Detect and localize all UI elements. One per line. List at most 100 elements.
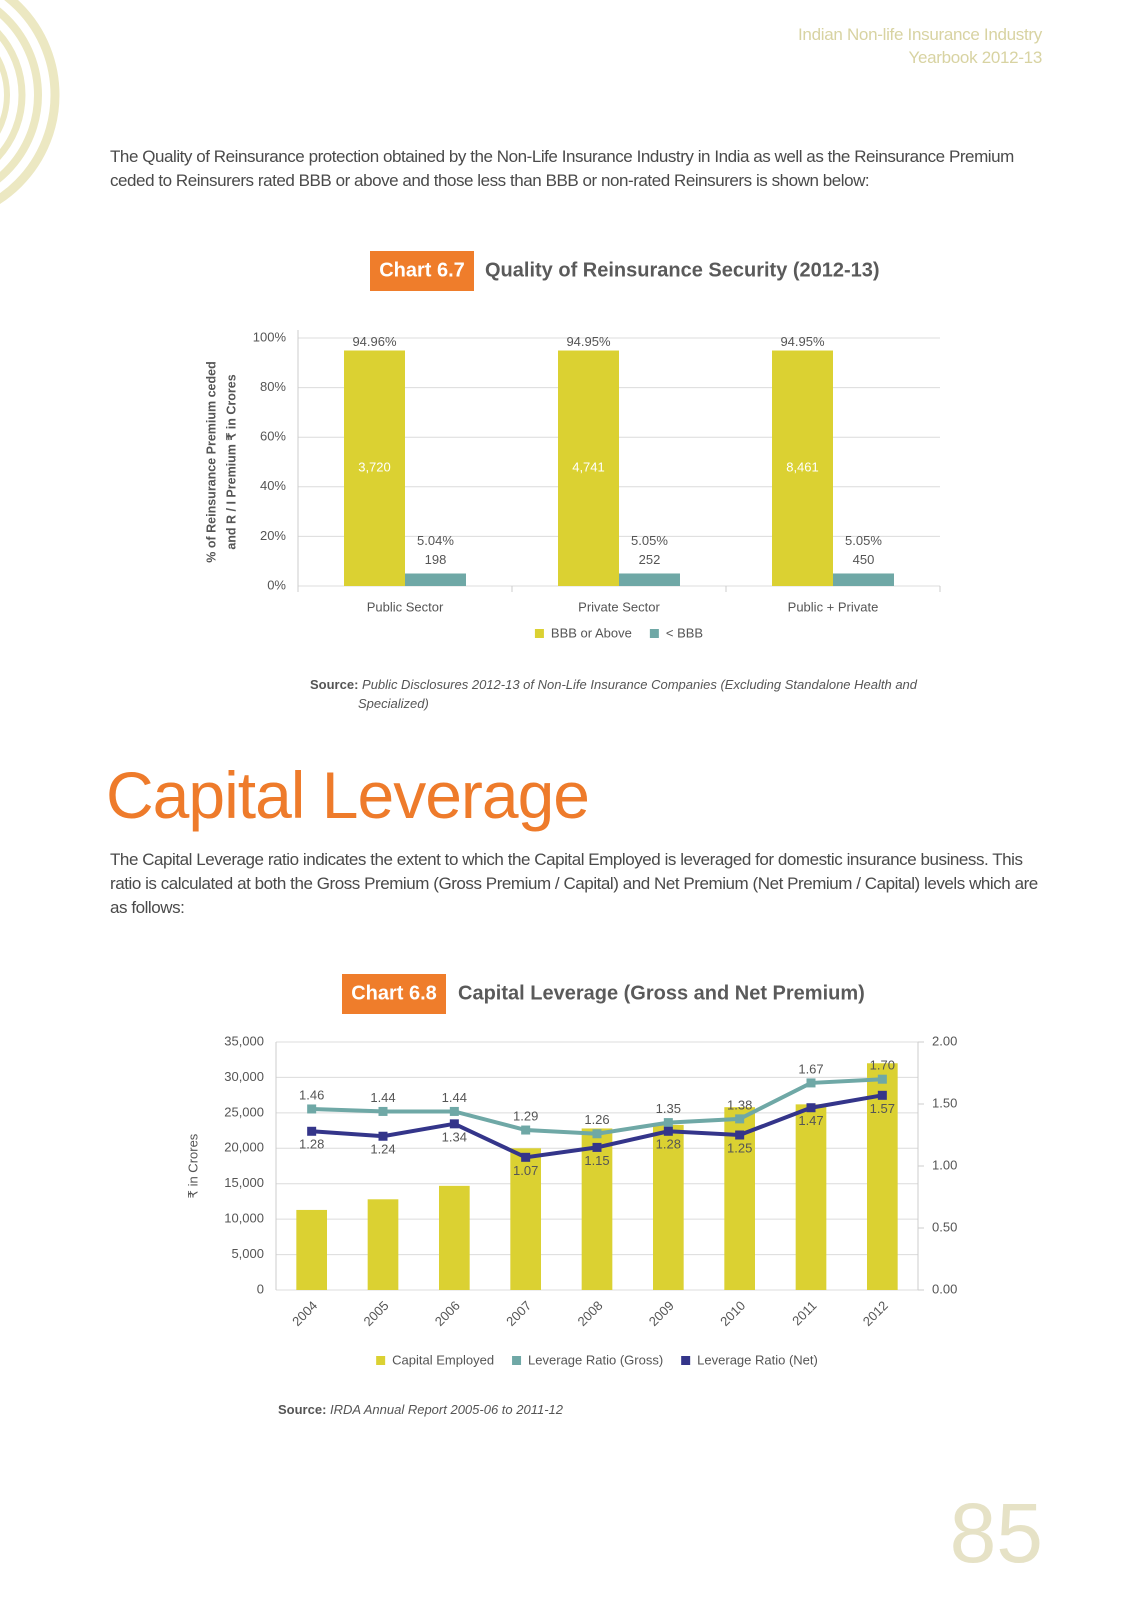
y-tick-label: 40% (260, 478, 286, 493)
marker (877, 1090, 887, 1100)
data-label: 1.70 (870, 1058, 895, 1073)
source-text: Public Disclosures 2012-13 of Non-Life I… (358, 677, 918, 711)
data-label: 94.95% (780, 334, 825, 349)
page-number: 85 (949, 1486, 1043, 1580)
data-label: 1.44 (370, 1090, 395, 1105)
marker (307, 1104, 317, 1114)
amount-label: 8,461 (786, 460, 819, 475)
data-label: 5.05% (631, 533, 668, 548)
y-tick-label: 0% (267, 577, 286, 592)
intro-paragraph: The Quality of Reinsurance protection ob… (110, 147, 1014, 190)
chart-label: Chart 6.7 (379, 259, 465, 281)
marker (663, 1118, 673, 1128)
decoration (0, 0, 60, 204)
chart-title: Quality of Reinsurance Security (2012-13… (485, 259, 880, 281)
data-label: 1.07 (513, 1163, 538, 1178)
y-tick-label: 20% (260, 528, 286, 543)
legend-label: Leverage Ratio (Net) (697, 1352, 818, 1367)
bar (581, 1128, 613, 1290)
x-tick-label: 2009 (646, 1298, 677, 1329)
x-tick-label: Private Sector (578, 599, 660, 614)
bar (510, 1148, 542, 1290)
data-label: 1.57 (870, 1101, 895, 1116)
marker (521, 1125, 531, 1135)
data-label: 1.26 (584, 1112, 609, 1127)
marker (877, 1074, 887, 1084)
x-tick-label: 2008 (574, 1298, 605, 1329)
y-tick-label: 15,000 (224, 1175, 264, 1190)
data-label: 1.28 (656, 1137, 681, 1152)
header-line: Yearbook 2012-13 (908, 48, 1042, 67)
marker (735, 1114, 745, 1124)
legend-swatch (681, 1356, 691, 1365)
bar (367, 1199, 399, 1290)
marker (806, 1078, 816, 1088)
legend-swatch (649, 629, 659, 638)
bar (772, 350, 833, 586)
section-title: Capital Leverage (106, 758, 590, 832)
legend-swatch (512, 1356, 522, 1365)
bar (296, 1209, 328, 1290)
legend-label: BBB or Above (551, 625, 632, 640)
data-label: 1.24 (370, 1142, 395, 1157)
chart: Chart 6.8 Capital Leverage (Gross and Ne… (185, 974, 957, 1367)
y-tick-label: 100% (253, 329, 287, 344)
x-tick-label: Public Sector (367, 599, 444, 614)
marker (592, 1129, 602, 1139)
data-label: 1.25 (727, 1140, 752, 1155)
chart-source: Source: IRDA Annual Report 2005-06 to 20… (278, 1400, 926, 1419)
amount-label: 3,720 (358, 460, 391, 475)
bar (652, 1124, 684, 1290)
data-label: 1.28 (299, 1137, 324, 1152)
header-line: Indian Non-life Insurance Industry (798, 25, 1042, 44)
data-label: 1.34 (442, 1129, 467, 1144)
bar (558, 350, 619, 586)
chart-label-box (342, 974, 446, 1014)
chart-label-box (370, 251, 474, 291)
data-label: 94.96% (352, 334, 397, 349)
legend-label: Leverage Ratio (Gross) (528, 1352, 663, 1367)
y2-tick-label: 0.50 (932, 1219, 957, 1234)
marker (378, 1131, 388, 1141)
x-tick-label: 2006 (432, 1298, 463, 1329)
x-tick-label: Public + Private (788, 599, 879, 614)
marker (592, 1142, 602, 1152)
y2-tick-label: 1.00 (932, 1157, 957, 1172)
y-tick-label: 20,000 (224, 1140, 264, 1155)
y-tick-label: 0 (257, 1281, 264, 1296)
legend-swatch (376, 1356, 386, 1365)
bar (344, 350, 405, 586)
chart-label: Chart 6.8 (351, 982, 437, 1004)
amount-label: 4,741 (572, 460, 605, 475)
data-label: 1.15 (584, 1153, 609, 1168)
marker (735, 1130, 745, 1140)
data-label: 1.29 (513, 1108, 538, 1123)
data-label: 1.38 (727, 1097, 752, 1112)
legend-label: Capital Employed (392, 1352, 494, 1367)
bar (619, 573, 680, 586)
y-axis-label: and R / I Premium ₹ in Crores (224, 374, 238, 549)
chart: Chart 6.7 Quality of Reinsurance Securit… (204, 251, 941, 640)
y-tick-label: 10,000 (224, 1211, 264, 1226)
data-label: 1.47 (798, 1113, 823, 1128)
y2-tick-label: 2.00 (932, 1033, 957, 1048)
data-label: 1.46 (299, 1087, 324, 1102)
marker (307, 1126, 317, 1136)
y2-tick-label: 1.50 (932, 1095, 957, 1110)
legend: Capital Employed Leverage Ratio (Gross) Le… (376, 1352, 818, 1367)
x-tick-label: 2010 (717, 1298, 748, 1329)
x-tick-label: 2004 (289, 1298, 320, 1329)
bar (405, 573, 466, 586)
legend: BBB or Above < BBB (534, 625, 703, 640)
x-tick-label: 2005 (360, 1298, 391, 1329)
bar (795, 1104, 827, 1290)
marker (449, 1119, 459, 1129)
marker (449, 1106, 459, 1116)
legend-swatch (534, 629, 544, 638)
amount-label: 450 (853, 552, 875, 567)
amount-label: 198 (425, 552, 447, 567)
data-label: 5.05% (845, 533, 882, 548)
x-tick-label: 2011 (789, 1298, 819, 1328)
y-axis-label: % of Reinsurance Premium ceded (204, 361, 218, 562)
